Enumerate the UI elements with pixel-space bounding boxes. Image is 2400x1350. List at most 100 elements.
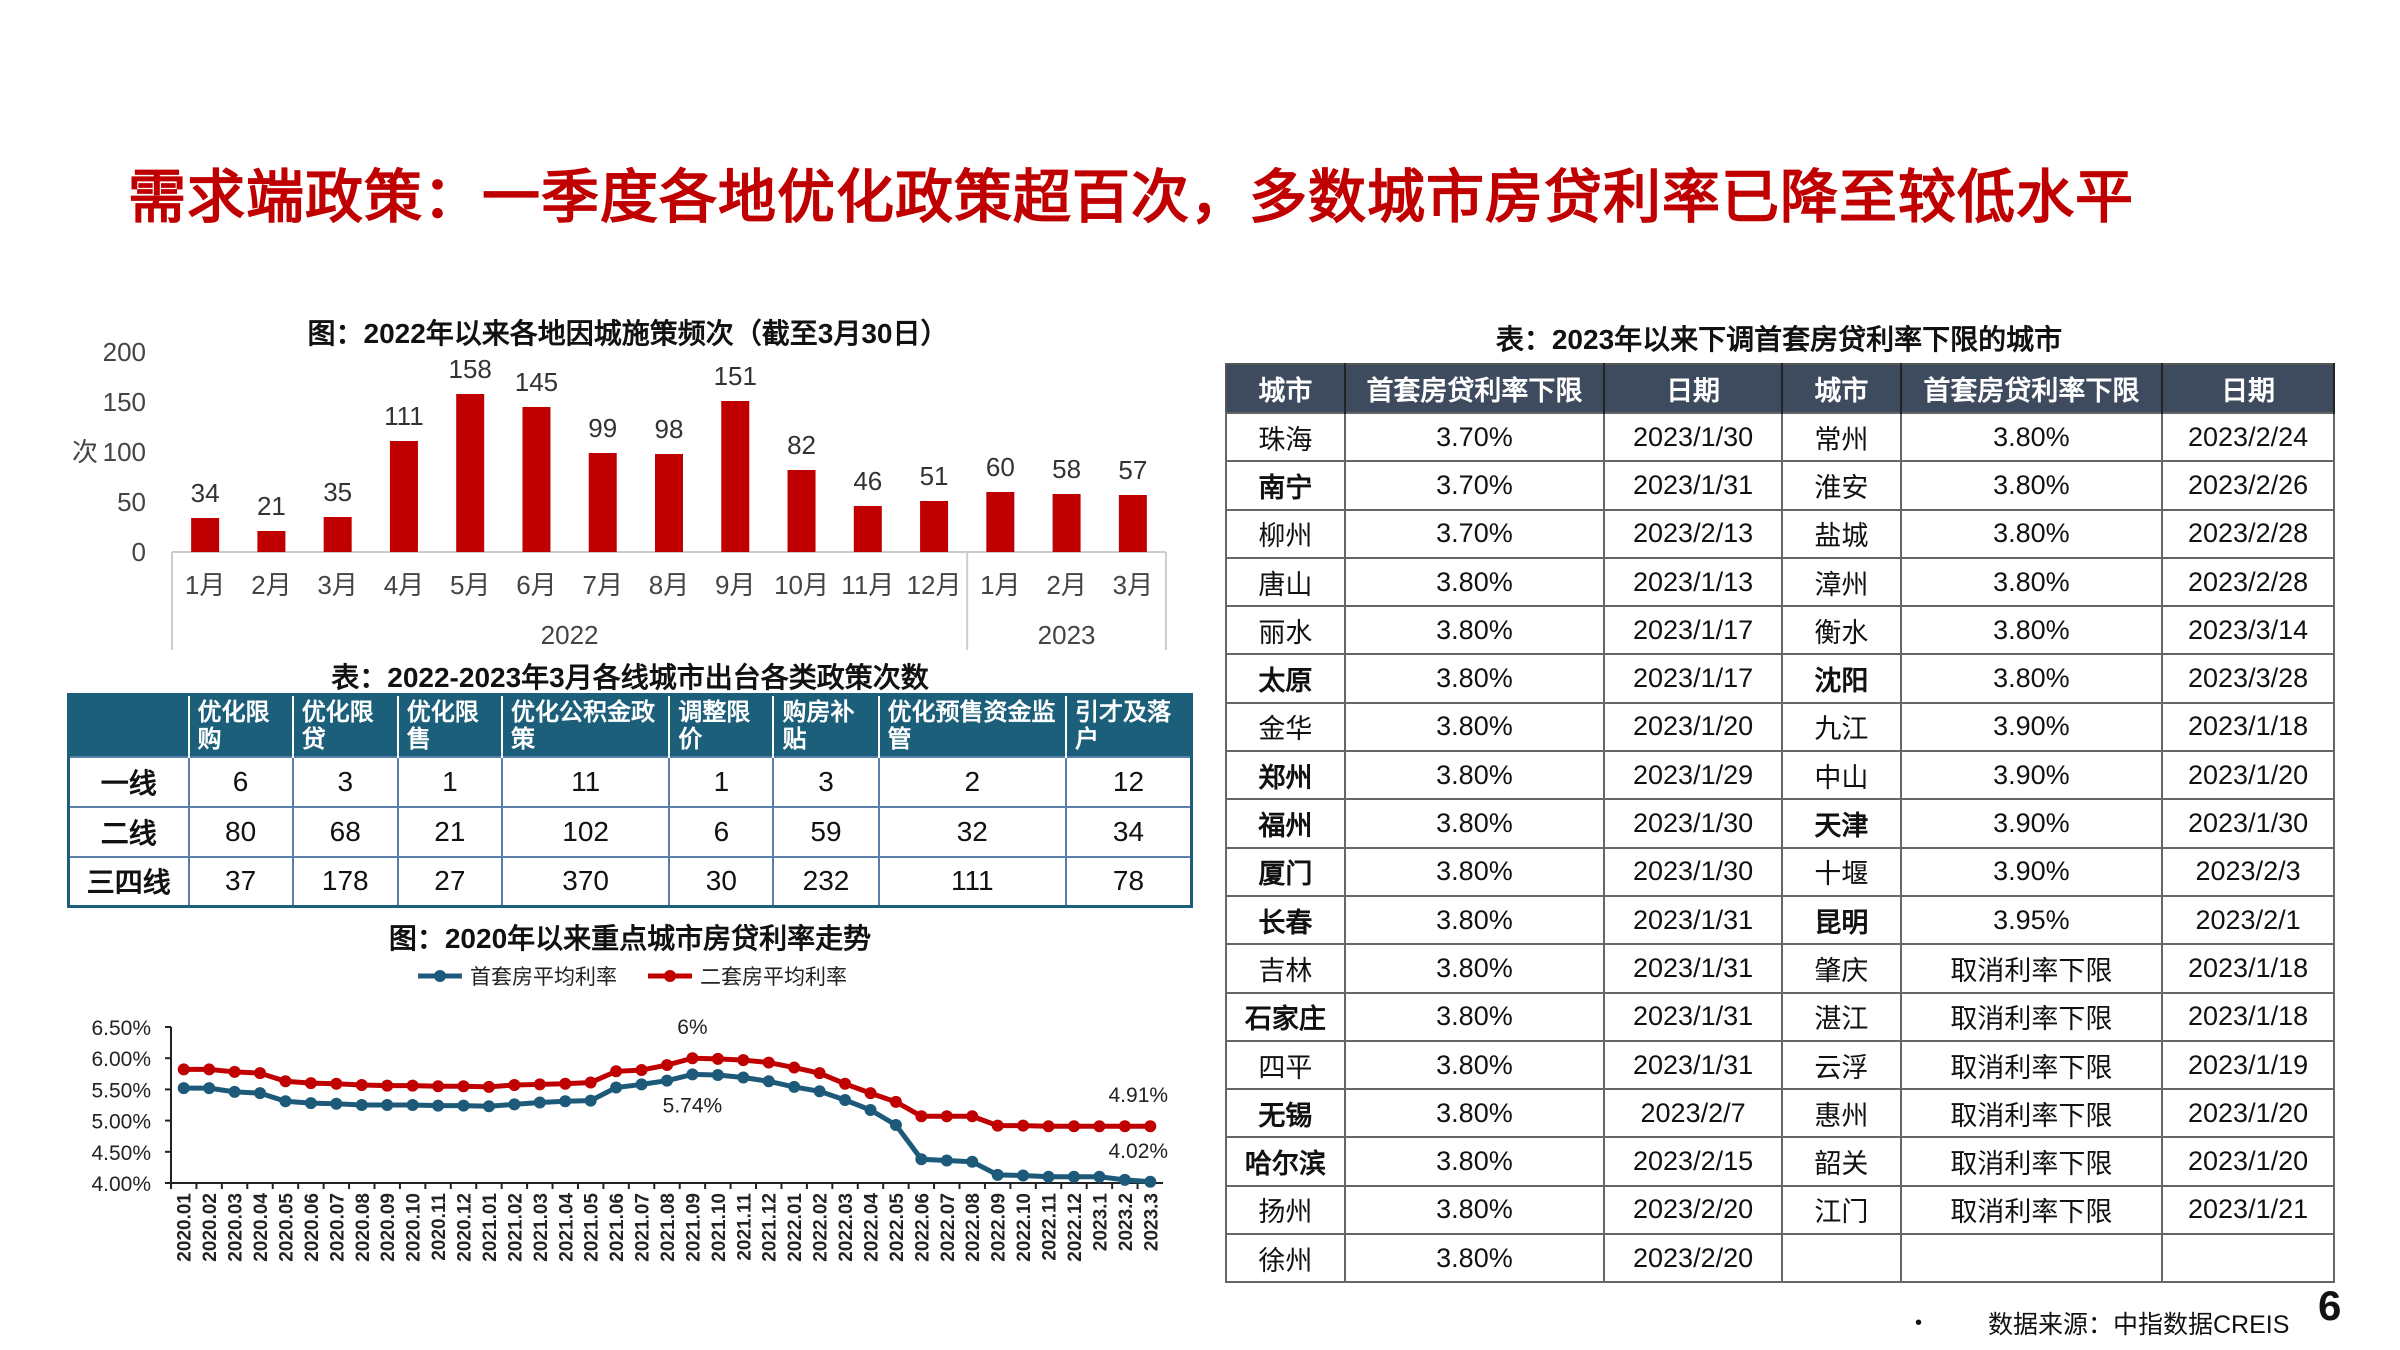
city-cell: 四平 [1225, 1039, 1346, 1091]
data-point [559, 1077, 572, 1090]
x-tick-label: 6月 [516, 570, 556, 600]
y-tick-label: 6.00% [91, 1048, 151, 1071]
data-point [788, 1061, 801, 1074]
rate-cell: 3.80% [1899, 411, 2164, 463]
date-cell: 2023/1/30 [1603, 411, 1783, 463]
date-cell: 2023/2/28 [2161, 556, 2335, 608]
rate-cell: 3.80% [1343, 1184, 1606, 1236]
data-point [889, 1118, 902, 1131]
rate-cell: 3.80% [1343, 605, 1606, 656]
x-tick-label: 2022.05 [887, 1193, 908, 1262]
table-row: 唐山 3.80% 2023/1/13 漳州 3.80% 2023/2/28 [1225, 556, 2335, 608]
data-point [1144, 1120, 1157, 1133]
column-header: 优化预售资金监管 [878, 694, 1068, 757]
x-tick-label: 2020.07 [327, 1193, 348, 1262]
date-cell: 2023/2/24 [2161, 411, 2335, 463]
x-tick-label: 2023.2 [1116, 1193, 1137, 1251]
y-tick-label: 5.00% [91, 1111, 151, 1134]
data-point [711, 1052, 724, 1065]
data-point [788, 1080, 801, 1093]
legend-marker [434, 970, 446, 982]
date-cell: 2023/1/17 [1603, 653, 1783, 704]
city-cell: 丽水 [1225, 605, 1346, 656]
data-annotation: 4.91% [1109, 1084, 1169, 1107]
table-row: 厦门 3.80% 2023/1/30 十堰 3.90% 2023/2/3 [1225, 846, 2335, 897]
data-point [1067, 1170, 1080, 1183]
city-cell: 淮安 [1780, 460, 1902, 511]
y-tick-label: 4.50% [91, 1142, 151, 1165]
x-tick-label: 2022.09 [989, 1193, 1010, 1262]
x-tick-label: 2021.08 [658, 1193, 679, 1262]
data-point [1093, 1170, 1106, 1183]
rate-cell: 3.80% [1899, 460, 2164, 511]
data-point [432, 1080, 445, 1093]
table-cell: 232 [772, 855, 880, 908]
x-tick-label: 2022.12 [1065, 1193, 1086, 1262]
table-row: 一线 6 3 1 11 1 3 2 12 [67, 755, 1193, 808]
y-tick-label: 150 [103, 387, 146, 417]
data-point [355, 1079, 368, 1092]
data-point [737, 1054, 750, 1067]
bar-value-label: 151 [714, 361, 757, 391]
city-cell: 九江 [1780, 701, 1902, 753]
date-cell: 2023/1/20 [2161, 1088, 2335, 1139]
x-tick-label: 2022.11 [1040, 1193, 1061, 1261]
rate-cell: 3.80% [1343, 798, 1606, 849]
x-tick-label: 2021.05 [582, 1193, 603, 1262]
data-point [228, 1065, 241, 1078]
date-cell: 2023/1/18 [2161, 991, 2335, 1042]
rate-cell: 3.80% [1899, 508, 2164, 559]
x-tick-label: 3月 [317, 570, 357, 600]
date-cell: 2023/2/28 [2161, 508, 2335, 559]
data-point [864, 1103, 877, 1116]
data-point [991, 1168, 1004, 1181]
data-point [559, 1095, 572, 1108]
legend-label: 首套房平均利率 [470, 966, 617, 989]
data-point [940, 1110, 953, 1123]
rate-cell: 3.80% [1899, 605, 2164, 656]
data-point [686, 1052, 699, 1065]
data-point [635, 1064, 648, 1077]
x-tick-label: 1月 [980, 570, 1020, 600]
data-point [1017, 1119, 1030, 1132]
table-cell: 3 [291, 755, 399, 808]
city-cell: 江门 [1780, 1184, 1902, 1236]
data-point [381, 1079, 394, 1092]
data-point [635, 1078, 648, 1091]
rate-cell: 取消利率下限 [1899, 991, 2164, 1042]
table-row: 吉林 3.80% 2023/1/31 肇庆 取消利率下限 2023/1/18 [1225, 943, 2335, 994]
rate-cell: 3.80% [1899, 556, 2164, 608]
city-cell: 衡水 [1780, 605, 1902, 656]
column-header: 城市 [1781, 364, 1902, 413]
rate-cell: 3.90% [1899, 798, 2164, 849]
table-row: 南宁 3.70% 2023/1/31 淮安 3.80% 2023/2/26 [1225, 460, 2335, 511]
rate-cell [1899, 1233, 2164, 1284]
x-tick-label: 10月 [774, 570, 829, 600]
bar [1052, 494, 1081, 552]
column-header: 首套房贷利率下限 [1900, 364, 2164, 413]
date-cell: 2023/2/26 [2161, 460, 2335, 511]
rate-cell: 3.80% [1343, 894, 1606, 946]
x-tick-label: 8月 [649, 570, 689, 600]
date-cell: 2023/2/20 [1603, 1184, 1783, 1236]
bar [389, 441, 418, 552]
city-cell: 中山 [1780, 750, 1902, 801]
date-cell: 2023/1/31 [1603, 1039, 1783, 1091]
data-point [1144, 1175, 1157, 1188]
x-tick-label: 3月 [1113, 570, 1153, 600]
x-tick-label: 12月 [907, 570, 962, 600]
data-point [966, 1155, 979, 1168]
rate-cell: 3.95% [1899, 894, 2164, 946]
x-tick-label: 9月 [715, 570, 755, 600]
rate-cell: 3.80% [1343, 943, 1606, 994]
x-tick-label: 1月 [185, 570, 225, 600]
data-point [661, 1059, 673, 1072]
x-tick-label: 2020.02 [200, 1193, 221, 1262]
x-tick-label: 2021.02 [505, 1193, 526, 1262]
city-cell: 惠州 [1780, 1088, 1902, 1139]
rate-table-title: 表：2023年以来下调首套房贷利率下限的城市 [1495, 324, 2063, 355]
bar-chart: 0 50 100 150 200 次 34 1月 21 2月 35 3月 111 4月 158 5月 145 6月… [72, 337, 1167, 650]
date-cell: 2023/1/21 [2161, 1184, 2335, 1236]
table-cell: 111 [877, 855, 1068, 908]
city-cell: 无锡 [1225, 1088, 1346, 1139]
